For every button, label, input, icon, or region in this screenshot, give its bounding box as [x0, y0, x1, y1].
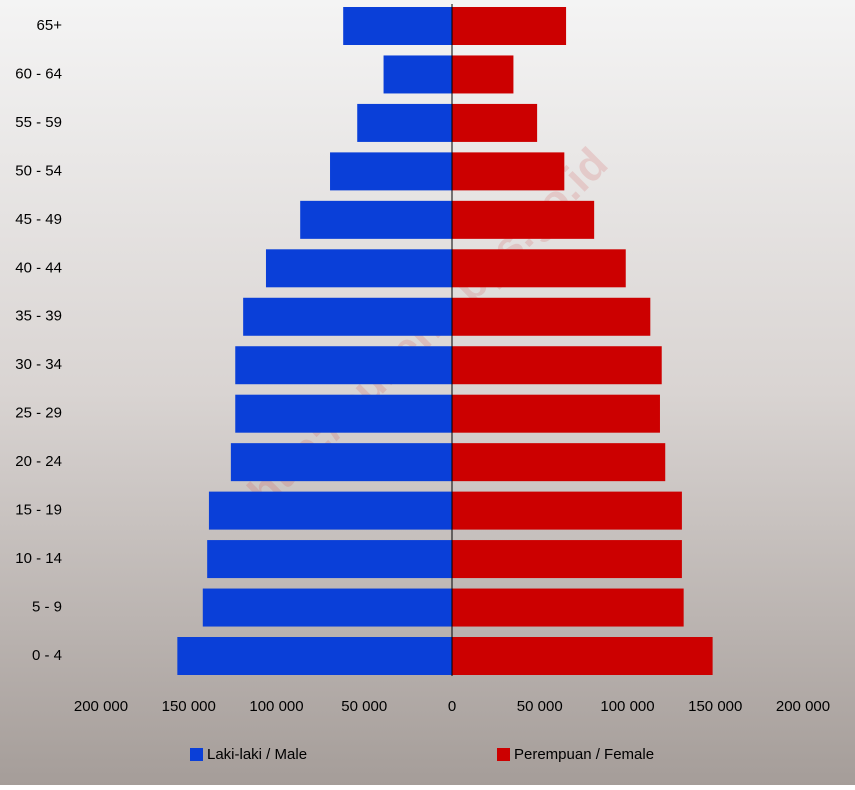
- y-tick-label: 60 - 64: [15, 65, 62, 82]
- bar: [177, 637, 452, 675]
- bar: [207, 540, 452, 579]
- x-tick-label: 150 000: [688, 698, 742, 715]
- bar: [452, 200, 595, 239]
- bar: [343, 7, 452, 45]
- bar: [330, 152, 452, 191]
- x-tick-label: 200 000: [776, 698, 830, 715]
- y-tick-label: 65+: [37, 17, 63, 34]
- y-tick-label: 10 - 14: [15, 550, 62, 567]
- bar: [235, 346, 452, 385]
- x-tick-label: 200 000: [74, 698, 128, 715]
- bar: [452, 346, 662, 385]
- bar: [383, 55, 452, 94]
- bar: [452, 491, 682, 530]
- bar: [357, 103, 452, 142]
- y-tick-label: 0 - 4: [32, 647, 62, 664]
- bar: [452, 103, 538, 142]
- x-tick-label: 100 000: [600, 698, 654, 715]
- y-tick-label: 15 - 19: [15, 502, 62, 519]
- bar: [452, 55, 514, 94]
- x-tick-label: 50 000: [341, 698, 387, 715]
- bar: [452, 588, 684, 627]
- bar: [452, 297, 651, 336]
- y-tick-label: 55 - 59: [15, 114, 62, 131]
- bar: [452, 249, 626, 288]
- y-tick-label: 35 - 39: [15, 308, 62, 325]
- bar: [452, 152, 565, 191]
- bar: [452, 637, 713, 675]
- bar: [235, 394, 452, 433]
- legend-swatch: [497, 748, 510, 761]
- y-tick-label: 20 - 24: [15, 453, 62, 470]
- y-tick-label: 50 - 54: [15, 162, 62, 179]
- legend-label: Perempuan / Female: [514, 746, 654, 763]
- x-tick-label: 100 000: [249, 698, 303, 715]
- bar: [230, 443, 452, 482]
- bar: [265, 249, 452, 288]
- legend-swatch: [190, 748, 203, 761]
- legend-label: Laki-laki / Male: [207, 746, 307, 763]
- bar: [300, 200, 452, 239]
- y-tick-label: 30 - 34: [15, 356, 62, 373]
- y-tick-label: 5 - 9: [32, 599, 62, 616]
- x-tick-label: 150 000: [162, 698, 216, 715]
- x-tick-label: 0: [448, 698, 456, 715]
- bar: [202, 588, 452, 627]
- y-tick-label: 40 - 44: [15, 259, 62, 276]
- y-tick-label: 25 - 29: [15, 405, 62, 422]
- bar: [452, 443, 666, 482]
- bar: [452, 394, 660, 433]
- bar: [452, 7, 567, 45]
- bar: [208, 491, 452, 530]
- y-tick-label: 45 - 49: [15, 211, 62, 228]
- bar: [452, 540, 682, 579]
- x-tick-label: 50 000: [517, 698, 563, 715]
- bar: [243, 297, 452, 336]
